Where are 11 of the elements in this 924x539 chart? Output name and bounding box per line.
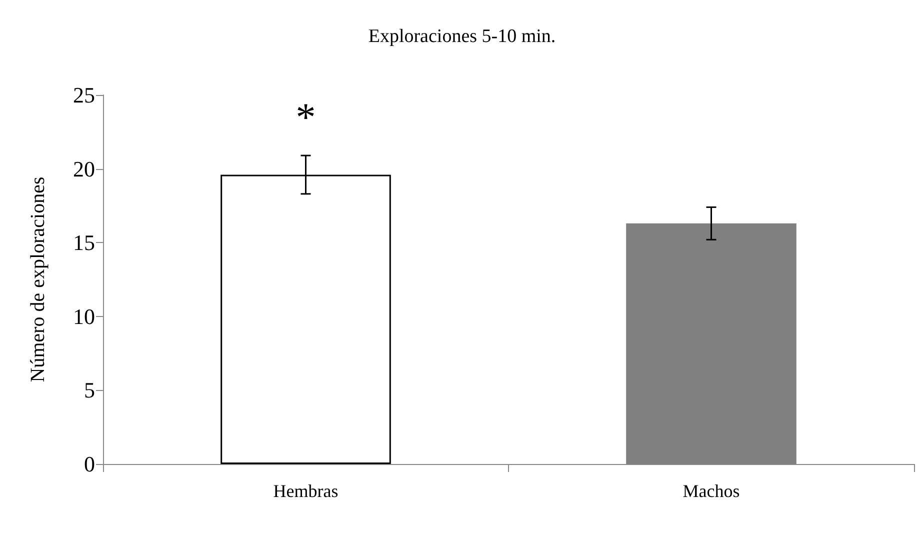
y-tick-label: 5	[84, 378, 95, 403]
y-tick-label: 15	[73, 230, 95, 256]
y-axis-title: Número de exploraciones	[27, 176, 49, 382]
chart-title: Exploraciones 5-10 min.	[368, 26, 556, 47]
y-tick-label: 25	[73, 82, 95, 108]
x-tick-label: Machos	[682, 481, 740, 501]
y-tick-label: 20	[73, 156, 95, 182]
annotation: *	[296, 94, 316, 140]
y-tick-label: 0	[84, 452, 95, 476]
y-tick-label: 10	[73, 304, 95, 329]
x-tick-label: Hembras	[273, 481, 338, 501]
